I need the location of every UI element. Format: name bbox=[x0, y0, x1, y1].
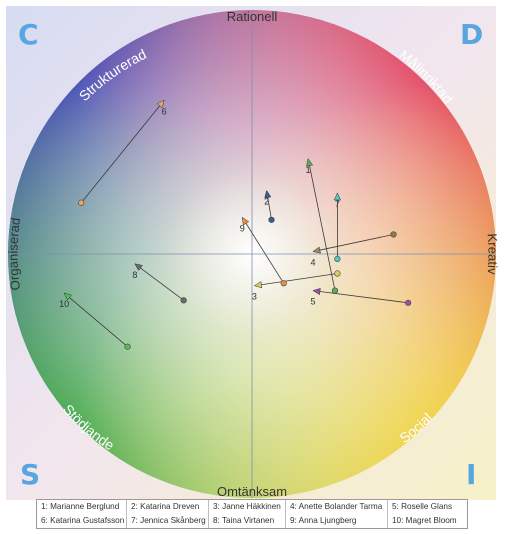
legend-row-1: 1: Marianne Berglund 2: Katarina Dreven … bbox=[37, 500, 467, 514]
start-point-1 bbox=[331, 287, 339, 294]
movement-line-10 bbox=[63, 292, 128, 348]
legend-entry: 4: Anette Bolander Tarma bbox=[286, 500, 388, 514]
start-point-3 bbox=[334, 270, 341, 277]
person-label-3: 3 bbox=[252, 292, 257, 302]
movement-line-9 bbox=[241, 217, 285, 284]
legend-entry: 7: Jennica Skånberg bbox=[127, 514, 209, 528]
start-point-5 bbox=[405, 299, 412, 306]
arrow-head-9 bbox=[241, 216, 250, 226]
legend-entry: 3: Janne Häkkinen bbox=[209, 500, 286, 514]
legend-entry: 1: Marianne Berglund bbox=[37, 500, 127, 514]
movement-line-5 bbox=[312, 290, 409, 304]
axis-label-bottom: Omtänksam bbox=[217, 484, 287, 499]
legend-entry: 6: Katarina Gustafsson bbox=[37, 514, 127, 528]
start-point-8 bbox=[180, 297, 187, 304]
arrow-head-2 bbox=[264, 189, 272, 199]
movement-line-8 bbox=[134, 263, 184, 301]
person-label-7: 7 bbox=[335, 199, 340, 209]
start-point-10 bbox=[124, 343, 131, 350]
movement-line-6 bbox=[80, 100, 165, 204]
start-point-2 bbox=[268, 216, 275, 223]
arrow-head-8 bbox=[134, 263, 143, 271]
person-label-8: 8 bbox=[132, 270, 137, 280]
person-label-2: 2 bbox=[264, 197, 269, 207]
legend-entry: 8: Taina Virtanen bbox=[209, 514, 286, 528]
legend-entry: 10: Magret Bloom bbox=[392, 516, 457, 525]
start-point-7 bbox=[334, 255, 341, 262]
legend-entry: 9: Anna Ljungberg bbox=[286, 514, 388, 528]
corner-letter-top-right: D bbox=[460, 18, 484, 51]
arrow-head-3 bbox=[253, 281, 263, 289]
person-label-1: 1 bbox=[306, 165, 311, 175]
arrow-head-10 bbox=[63, 292, 72, 301]
person-label-4: 4 bbox=[310, 258, 315, 268]
person-markers: 1 2 3 4 5 6 7 8 9 10 bbox=[59, 99, 412, 350]
axis-label-left: Organiserad bbox=[6, 217, 24, 292]
legend: 1: Marianne Berglund 2: Katarina Dreven … bbox=[36, 499, 468, 529]
legend-entry: 2: Katarina Dreven bbox=[127, 500, 209, 514]
start-point-6 bbox=[78, 199, 85, 206]
arrow-head-7 bbox=[333, 192, 341, 201]
axis-label-right: Kreativ bbox=[485, 233, 501, 276]
corner-letter-bottom-left: S bbox=[20, 458, 41, 491]
corner-letter-bottom-right: I bbox=[466, 458, 477, 491]
disc-profile-chart: Rationell Omtänksam Organiserad Kreativ … bbox=[6, 6, 501, 500]
start-point-9 bbox=[280, 280, 287, 287]
legend-row-2: 6: Katarina Gustafsson 7: Jennica Skånbe… bbox=[37, 514, 467, 528]
movement-line-1 bbox=[307, 158, 336, 291]
arrow-head-4 bbox=[312, 246, 321, 254]
arrow-head-1 bbox=[306, 158, 314, 167]
person-label-5: 5 bbox=[310, 297, 315, 307]
movement-line-3 bbox=[254, 273, 338, 287]
arrow-head-5 bbox=[312, 287, 321, 296]
legend-entry: 5: Roselle Glans bbox=[392, 502, 453, 511]
movement-line-4 bbox=[312, 234, 394, 252]
corner-letter-top-left: C bbox=[18, 18, 39, 51]
person-label-9: 9 bbox=[240, 223, 245, 233]
start-point-4 bbox=[390, 231, 397, 238]
axis-label-top: Rationell bbox=[227, 9, 278, 24]
person-label-6: 6 bbox=[162, 106, 167, 116]
person-label-10: 10 bbox=[59, 299, 69, 309]
arrow-head-6 bbox=[156, 99, 165, 109]
